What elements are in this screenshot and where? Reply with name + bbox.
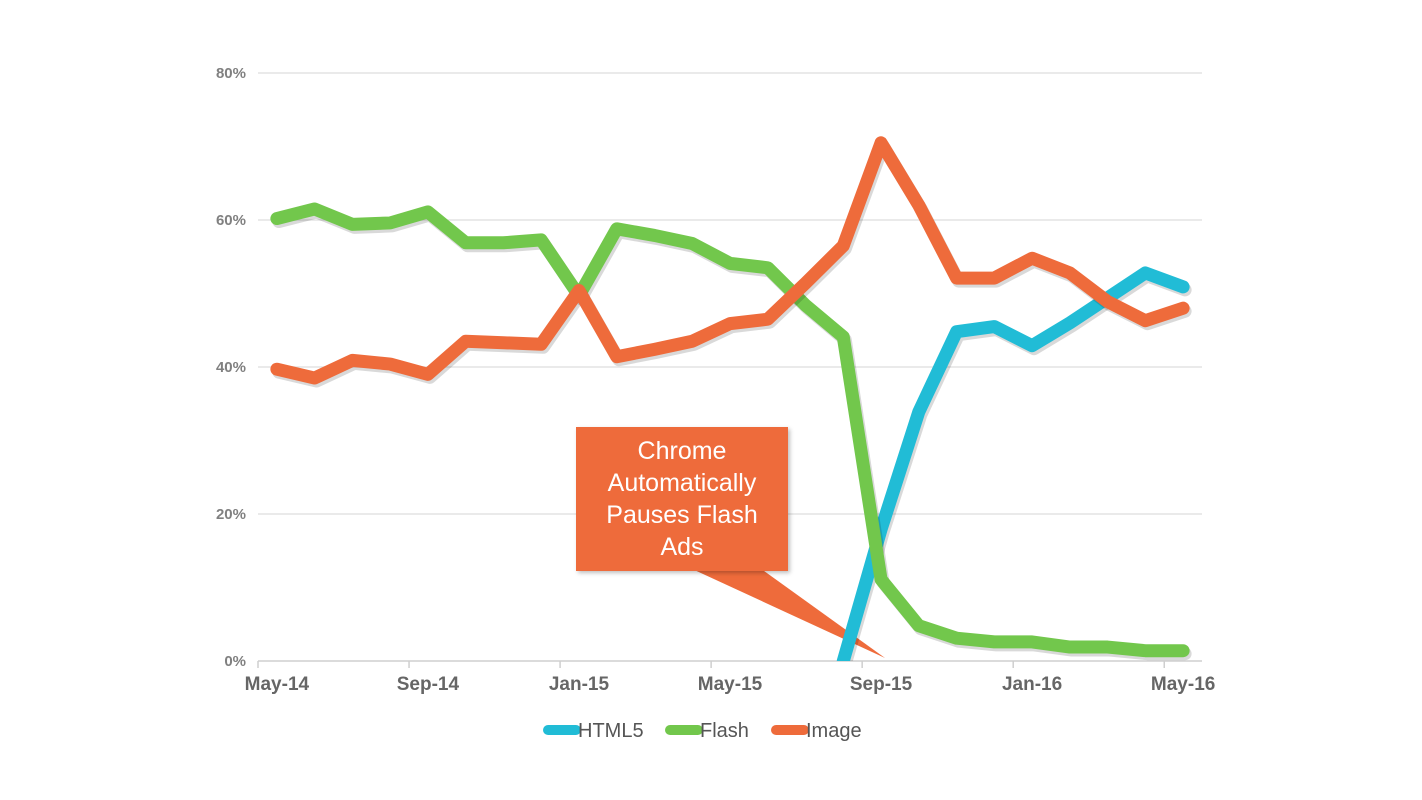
- annotation-callout: Chrome Automatically Pauses Flash Ads: [576, 427, 788, 571]
- legend-label-flash: Flash: [700, 720, 749, 742]
- series-line-html5: [836, 266, 1190, 661]
- x-tick-label: Sep-15: [850, 674, 913, 695]
- x-tick-label: Jan-16: [1002, 674, 1062, 695]
- x-tick-label: May-15: [698, 674, 763, 695]
- x-axis-ticks: May-14 Sep-14 Jan-15 May-15 Sep-15 Jan-16 May-…: [245, 661, 1215, 695]
- y-tick-label: 60%: [216, 212, 246, 229]
- x-tick-label: Sep-14: [397, 674, 460, 695]
- x-tick-label: May-16: [1151, 674, 1215, 695]
- y-axis-ticks: 0% 20% 40% 60% 80%: [216, 65, 246, 670]
- y-tick-label: 40%: [216, 359, 246, 376]
- y-tick-label: 80%: [216, 65, 246, 82]
- legend: HTML5 Flash Image: [543, 720, 862, 742]
- x-tick-label: Jan-15: [549, 674, 610, 695]
- callout-pointer: [690, 568, 886, 658]
- annotation-text: Chrome Automatically Pauses Flash Ads: [606, 437, 758, 561]
- y-tick-label: 0%: [224, 653, 246, 670]
- series-line-flash: [270, 202, 1190, 658]
- legend-label-image: Image: [806, 720, 862, 742]
- series-lines: [270, 136, 1192, 661]
- legend-label-html5: HTML5: [578, 720, 644, 742]
- y-tick-label: 20%: [216, 506, 246, 523]
- series-line-image: [270, 136, 1190, 385]
- x-tick-label: May-14: [245, 674, 310, 695]
